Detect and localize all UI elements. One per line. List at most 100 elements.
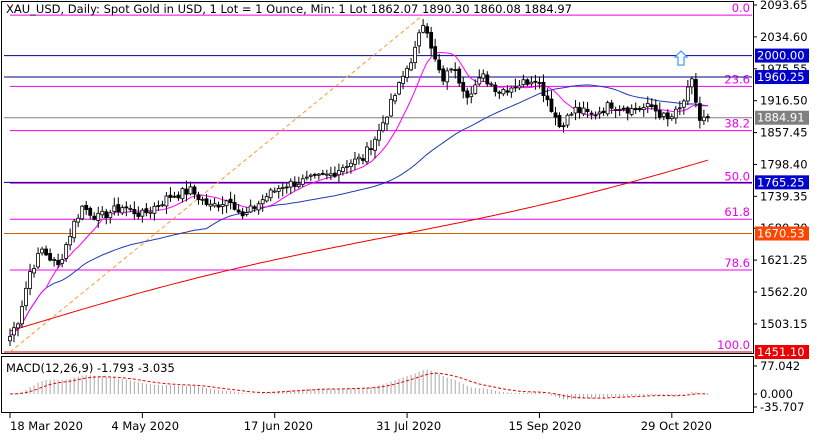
candle-body bbox=[328, 173, 333, 177]
time-tick-label: 4 May 2020 bbox=[111, 419, 179, 433]
level-label-box bbox=[755, 345, 809, 359]
candle-body bbox=[561, 125, 566, 128]
price-tick-label: 2034.60 bbox=[760, 30, 808, 44]
fib-level-label: 61.8 bbox=[724, 205, 750, 219]
candle-body bbox=[248, 205, 253, 213]
macd-tick-label: 0.000 bbox=[760, 387, 793, 401]
candle-body bbox=[677, 107, 682, 110]
candle-body bbox=[256, 203, 261, 211]
candle-body bbox=[68, 235, 73, 246]
candle-body bbox=[525, 79, 530, 85]
candle-body bbox=[316, 173, 321, 176]
candle-body bbox=[353, 158, 357, 165]
candle-body bbox=[445, 70, 450, 83]
candle-body bbox=[385, 116, 389, 125]
candle-body bbox=[144, 208, 149, 214]
candle-body bbox=[320, 172, 325, 175]
level-label-text: 1765.25 bbox=[757, 175, 805, 189]
candle-body bbox=[332, 172, 337, 177]
candle-body bbox=[573, 106, 578, 114]
candle-body bbox=[44, 248, 48, 256]
candle-body bbox=[196, 194, 201, 201]
candle-body bbox=[417, 32, 422, 47]
candle-body bbox=[172, 195, 177, 198]
candle-body bbox=[64, 244, 69, 259]
price-axis: 2093.652034.601975.551916.501857.451798.… bbox=[753, 0, 808, 331]
chart-title: XAU_USD, Daily: Spot Gold in USD, 1 Lot … bbox=[6, 2, 572, 16]
price-tick-label: 1916.50 bbox=[760, 94, 808, 108]
candle-body bbox=[609, 102, 614, 109]
candle-body bbox=[617, 108, 622, 111]
fibonacci-trendline[interactable] bbox=[9, 14, 424, 353]
candle-body bbox=[625, 107, 630, 114]
candle-body bbox=[40, 248, 44, 254]
candle-body bbox=[12, 327, 16, 336]
candle-body bbox=[585, 108, 590, 112]
candle-body bbox=[541, 81, 546, 96]
candle-body bbox=[401, 75, 405, 84]
candle-body bbox=[308, 174, 313, 177]
price-tick-label: 1503.15 bbox=[760, 317, 808, 331]
candle-body bbox=[621, 107, 626, 110]
candle-body bbox=[104, 211, 109, 219]
candle-body bbox=[681, 100, 686, 108]
level-label-text: 1960.25 bbox=[757, 70, 805, 84]
candle-body bbox=[48, 253, 53, 261]
candle-body bbox=[52, 259, 57, 261]
arrow-shape bbox=[673, 50, 689, 66]
candle-body bbox=[657, 110, 662, 118]
candle-body bbox=[537, 82, 542, 84]
candle-body bbox=[389, 99, 393, 117]
candle-body bbox=[84, 205, 89, 211]
candle-body bbox=[645, 103, 650, 108]
price-tick-label: 1798.40 bbox=[760, 157, 808, 171]
level-label-text: 1670.53 bbox=[757, 226, 805, 240]
fib-level-label: 0.0 bbox=[732, 1, 750, 15]
candle-body bbox=[457, 68, 462, 84]
candle-body bbox=[649, 104, 654, 108]
candle-body bbox=[361, 158, 365, 161]
candle-body bbox=[228, 198, 233, 204]
candle-body bbox=[397, 82, 401, 95]
candle-body bbox=[136, 212, 141, 217]
candle-body bbox=[108, 212, 113, 219]
price-plot-frame bbox=[1, 1, 754, 354]
candle-body bbox=[292, 181, 297, 187]
candle-body bbox=[569, 113, 574, 116]
candle-body bbox=[493, 84, 498, 93]
level-label-text: 1451.10 bbox=[757, 345, 805, 359]
candle-body bbox=[260, 199, 265, 205]
candle-body bbox=[156, 205, 161, 207]
fib-level-label: 38.2 bbox=[724, 117, 750, 131]
candle-body bbox=[513, 86, 518, 89]
candle-body bbox=[469, 93, 474, 98]
candle-body bbox=[485, 74, 490, 85]
candle-body bbox=[349, 162, 353, 168]
candle-body bbox=[449, 68, 454, 71]
candle-body bbox=[577, 106, 582, 113]
candle-body bbox=[701, 116, 706, 122]
candle-body bbox=[336, 170, 341, 176]
candle-body bbox=[208, 203, 213, 207]
candle-body bbox=[517, 85, 522, 89]
fib-level-label: 100.0 bbox=[717, 338, 750, 352]
candle-body bbox=[441, 68, 446, 82]
candle-body bbox=[373, 138, 377, 151]
candle-body bbox=[473, 84, 478, 94]
candle-body bbox=[501, 89, 506, 95]
candle-body bbox=[152, 205, 157, 214]
candle-body bbox=[216, 204, 221, 208]
candle-body bbox=[180, 188, 185, 200]
buy-arrow-icon bbox=[673, 50, 689, 66]
candle-body bbox=[461, 82, 466, 92]
level-label-box bbox=[755, 110, 809, 125]
candle-body bbox=[140, 209, 145, 217]
macd-signal-line bbox=[9, 372, 708, 399]
candle-body bbox=[244, 212, 249, 215]
candle-body bbox=[288, 180, 293, 188]
macd-axis: 77.042 0.000-35.707 bbox=[753, 359, 804, 414]
candle-body bbox=[324, 173, 329, 176]
price-tick-label: 1739.35 bbox=[760, 189, 808, 203]
